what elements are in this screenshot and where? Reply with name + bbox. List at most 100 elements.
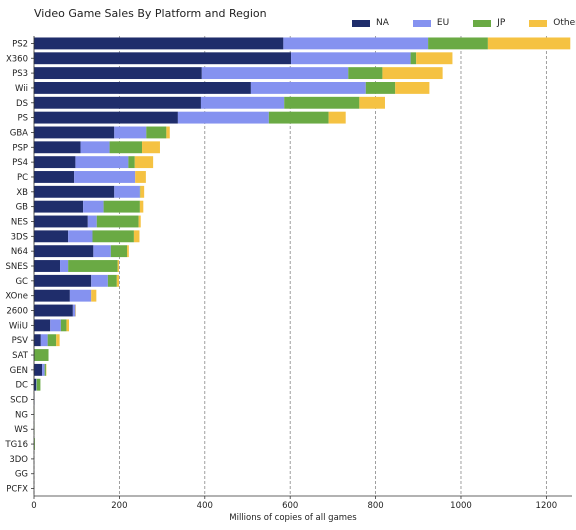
bar-eu-pc	[74, 171, 136, 183]
bar-eu-ds	[200, 96, 285, 109]
x-axis-label: Millions of copies of all games	[229, 513, 357, 523]
chart-title: Video Game Sales By Platform and Region	[34, 7, 267, 20]
bar-others-wiiu	[66, 319, 70, 332]
bar-jp-ps	[268, 111, 329, 124]
legend-label: Others	[553, 18, 576, 28]
bar-eu-ps3	[201, 67, 349, 80]
bar-eu-gba	[114, 126, 147, 139]
y-tick-label: GB	[16, 203, 29, 213]
y-tick-label: X360	[6, 54, 28, 64]
bar-jp-gba	[146, 126, 167, 139]
x-tick-label: 1000	[450, 501, 472, 511]
bar-others-3ds	[133, 230, 140, 243]
bar-others-n64	[127, 245, 129, 258]
bar-others-gc	[116, 274, 119, 287]
bar-jp-ps4	[128, 156, 135, 169]
bar-jp-psv	[47, 334, 57, 347]
bar-others-ps2	[487, 37, 571, 50]
bar-others-xb	[140, 185, 145, 198]
bar-jp-ds	[284, 96, 360, 109]
bar-eu-2600	[72, 304, 76, 317]
y-tick-label: DC	[16, 381, 29, 391]
bar-others-ps3	[382, 67, 443, 80]
y-tick-label: 3DO	[9, 455, 28, 465]
bar-jp-snes	[68, 260, 118, 272]
bar-na-xb	[34, 185, 115, 198]
bar-na-dc	[34, 378, 37, 391]
y-tick-label: TG16	[4, 440, 28, 450]
bar-eu-3ds	[68, 230, 93, 243]
y-tick-label: N64	[11, 247, 28, 257]
bar-na-gen	[34, 363, 43, 376]
y-tick-label: 3DS	[11, 232, 28, 242]
legend-swatch	[412, 19, 431, 27]
legend-item-na: NA	[352, 18, 389, 28]
bar-na-pc	[34, 171, 75, 183]
bar-eu-psv	[40, 334, 48, 347]
bar-na-snes	[34, 260, 61, 272]
bar-jp-psp	[109, 141, 143, 154]
bar-na-2600	[34, 304, 73, 317]
bar-jp-wii	[365, 82, 396, 94]
bar-na-ps2	[34, 37, 284, 50]
y-tick-label: DS	[16, 99, 28, 109]
bar-others-gb	[139, 200, 144, 213]
bar-eu-x360	[291, 52, 411, 65]
y-tick-label: 2600	[6, 307, 28, 317]
y-tick-label: WS	[14, 425, 28, 435]
y-tick-label: PS3	[12, 69, 28, 79]
bar-others-ds	[359, 96, 385, 109]
bar-eu-n64	[93, 245, 111, 258]
bar-others-ps	[328, 111, 346, 124]
y-tick-label: PCFX	[6, 485, 28, 495]
bar-others-psp	[142, 141, 160, 154]
legend-swatch	[352, 19, 370, 27]
bar-na-wiiu	[34, 319, 51, 332]
y-tick-label: WiiU	[9, 321, 28, 331]
legend-item-eu: EU	[412, 18, 449, 28]
bar-others-x360	[416, 52, 453, 65]
y-tick-label: GEN	[10, 366, 28, 376]
bar-jp-gen	[44, 363, 46, 376]
bar-jp-x360	[410, 52, 417, 65]
y-tick-label: PS	[17, 114, 28, 124]
bar-jp-n64	[110, 245, 128, 258]
y-tick-label: XB	[16, 188, 28, 198]
bar-eu-ps	[177, 111, 269, 124]
y-tick-label: PC	[17, 173, 28, 183]
bar-eu-xb	[114, 185, 140, 198]
y-tick-label: Wii	[15, 84, 28, 94]
bar-na-n64	[34, 245, 94, 258]
bar-na-xone	[34, 289, 70, 302]
bar-eu-gb	[83, 200, 104, 213]
bar-na-ps	[34, 111, 178, 124]
legend-label: NA	[376, 18, 389, 28]
bar-jp-nes	[96, 215, 139, 228]
bar-others-ps4	[134, 156, 154, 169]
bar-eu-gc	[91, 274, 108, 287]
bar-na-x360	[34, 52, 292, 65]
x-tick-label: 400	[197, 501, 213, 511]
legend-label: JP	[497, 18, 506, 28]
bar-others-psv	[56, 334, 60, 347]
legend-swatch	[529, 19, 548, 27]
bar-jp-gc	[107, 274, 117, 287]
legend-item-jp: JP	[473, 18, 505, 28]
bar-jp-ps3	[348, 67, 383, 80]
x-tick-label: 0	[31, 501, 36, 511]
bar-na-gc	[34, 274, 92, 287]
y-tick-label: XOne	[5, 292, 28, 302]
bar-jp-sat	[34, 349, 49, 361]
bar-eu-ps4	[75, 156, 129, 169]
bar-na-ds	[34, 96, 201, 109]
y-tick-label: PSV	[12, 336, 29, 346]
y-tick-label: GG	[15, 470, 28, 480]
legend-item-others: Others	[529, 18, 576, 28]
bar-na-gba	[34, 126, 115, 139]
legend-swatch	[473, 19, 492, 27]
bar-na-psp	[34, 141, 81, 154]
bar-eu-wii	[250, 82, 366, 94]
bar-eu-gen	[42, 363, 45, 376]
bar-others-wii	[395, 82, 430, 94]
